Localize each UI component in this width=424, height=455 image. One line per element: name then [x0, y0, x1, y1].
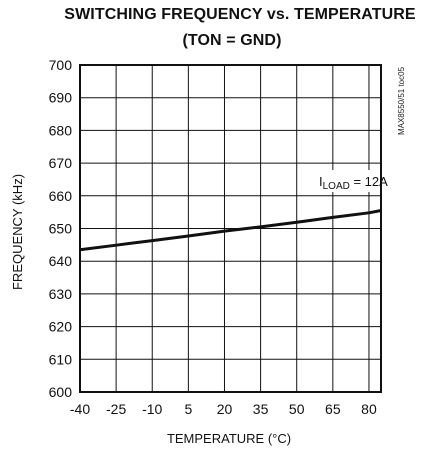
- y-tick-label: 680: [49, 122, 73, 138]
- series-layer: [79, 209, 382, 252]
- y-tick-label: 610: [49, 351, 73, 367]
- plot-frame: [79, 64, 382, 393]
- series-line: [79, 209, 382, 252]
- x-tick-label: -40: [70, 401, 90, 417]
- x-tick-label: 20: [217, 401, 233, 417]
- y-tick-label: 660: [49, 188, 73, 204]
- annotation-subscript: LOAD: [323, 181, 350, 192]
- annotation-background: [314, 170, 374, 192]
- x-tick-label: -10: [142, 401, 162, 417]
- annotation-prefix: I: [319, 174, 323, 189]
- chart-title: SWITCHING FREQUENCY vs. TEMPERATURE: [64, 6, 416, 23]
- y-tick-label: 650: [49, 221, 73, 237]
- tick-layer: -40 -25 -10 5 20 35 50 65 80 600 610 620 630 640 650 66…: [49, 57, 377, 417]
- y-tick-label: 630: [49, 286, 73, 302]
- y-axis-label: FREQUENCY (kHz): [10, 174, 25, 290]
- x-tick-label: 80: [361, 401, 377, 417]
- x-tick-label: 65: [325, 401, 341, 417]
- y-tick-label: 670: [49, 155, 73, 171]
- x-tick-label: 35: [253, 401, 269, 417]
- y-tick-label: 600: [49, 384, 73, 400]
- chart-subtitle: (TON = GND): [182, 32, 281, 49]
- annotation-layer: ILOAD = 12A: [314, 170, 388, 192]
- x-axis-label: TEMPERATURE (°C): [167, 431, 291, 446]
- x-tick-label: -25: [106, 401, 126, 417]
- x-tick-label: 50: [289, 401, 305, 417]
- y-tick-label: 700: [49, 57, 73, 73]
- grid-layer: [79, 64, 382, 393]
- y-tick-label: 620: [49, 319, 73, 335]
- x-tick-label: 5: [184, 401, 192, 417]
- y-tick-label: 640: [49, 253, 73, 269]
- watermark: MAX8550/51 toc05: [397, 66, 406, 135]
- y-tick-label: 690: [49, 90, 73, 106]
- annotation-suffix: = 12A: [350, 174, 388, 189]
- series-annotation: ILOAD = 12A: [319, 174, 388, 192]
